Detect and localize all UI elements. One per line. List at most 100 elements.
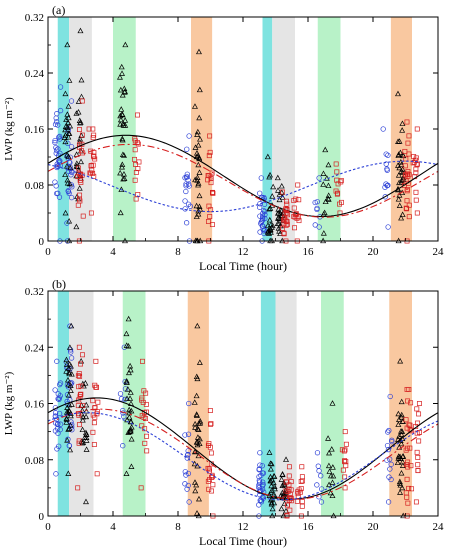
data-point-square [299, 464, 305, 470]
data-point-square [76, 165, 82, 171]
data-point-triangle [65, 392, 72, 398]
data-point-square [416, 411, 422, 417]
y-tick-label: 0.16 [25, 399, 45, 411]
data-point-square [299, 499, 305, 504]
data-point-triangle [122, 117, 129, 123]
data-point-square [77, 373, 83, 379]
data-point-circle [185, 482, 191, 489]
time-band-6 [275, 291, 297, 516]
data-point-square [206, 153, 212, 159]
data-point-triangle [269, 222, 276, 229]
y-tick-label: 0 [39, 511, 45, 523]
data-point-triangle [65, 119, 71, 126]
data-point-circle [256, 482, 262, 488]
data-point-triangle [326, 468, 333, 474]
y-tick-label: 0.08 [25, 180, 45, 192]
point-cluster-10 [182, 400, 192, 505]
data-point-square [282, 217, 288, 223]
data-point-triangle [329, 464, 336, 470]
data-point-triangle [64, 180, 71, 186]
data-point-triangle [195, 210, 202, 217]
data-point-triangle [79, 426, 86, 433]
data-point-circle [66, 159, 72, 165]
data-point-triangle [66, 408, 73, 414]
data-point-square [405, 398, 411, 404]
data-point-square [406, 151, 412, 157]
data-point-triangle [121, 88, 128, 94]
data-point-triangle [268, 495, 275, 502]
data-point-square [75, 373, 81, 379]
data-point-square [413, 166, 419, 172]
data-point-triangle [126, 406, 133, 413]
data-point-triangle [83, 413, 90, 420]
data-point-square [139, 423, 145, 429]
data-point-circle [312, 222, 318, 228]
data-point-triangle [193, 392, 200, 399]
data-point-triangle [395, 138, 402, 144]
data-point-triangle [327, 472, 334, 479]
data-point-circle [54, 119, 60, 125]
data-point-triangle [128, 424, 135, 430]
data-point-triangle [195, 180, 202, 186]
data-point-square [79, 98, 85, 104]
chart-panel-1: 0 4 8 12 16 20 24 0 0.08 0.16 0.24 0.32 (a) Local Tim… [3, 3, 444, 273]
x-axis-label: Local Time (hour) [199, 259, 287, 273]
x-tick-label: 24 [433, 521, 445, 533]
data-point-triangle [399, 462, 406, 468]
data-point-square [207, 468, 212, 474]
point-cluster-13 [264, 153, 277, 244]
data-point-square [405, 140, 411, 146]
data-point-square [80, 213, 86, 219]
data-point-triangle [267, 465, 274, 472]
data-point-circle [186, 499, 192, 505]
data-point-triangle [268, 460, 275, 467]
x-tick-label: 12 [238, 521, 249, 533]
data-point-circle [184, 146, 190, 152]
data-point-circle [184, 171, 190, 177]
point-cluster-18 [314, 450, 325, 505]
data-point-square [287, 507, 293, 513]
data-point-square [414, 449, 420, 455]
data-point-square [413, 157, 418, 163]
data-point-square [143, 401, 149, 407]
data-point-square [296, 197, 302, 203]
data-point-triangle [395, 172, 402, 178]
data-point-triangle [65, 409, 72, 416]
data-point-triangle [123, 470, 130, 476]
data-point-circle [186, 400, 192, 407]
data-point-square [208, 450, 214, 456]
data-point-triangle [82, 429, 89, 436]
data-point-square [86, 126, 92, 132]
data-point-square [403, 447, 409, 453]
data-point-circle [318, 473, 324, 479]
data-point-triangle [193, 481, 200, 488]
data-point-triangle [65, 381, 72, 387]
data-point-triangle [283, 456, 290, 462]
data-point-triangle [274, 174, 281, 181]
data-point-triangle [127, 366, 134, 373]
data-point-triangle [118, 63, 125, 70]
data-point-triangle [77, 27, 84, 34]
x-axis-label: Local Time (hour) [199, 534, 287, 548]
data-point-square [413, 197, 419, 203]
data-point-square [205, 465, 211, 471]
data-point-triangle [67, 382, 74, 389]
data-point-square [338, 179, 344, 185]
data-point-circle [57, 107, 64, 114]
data-point-triangle [76, 185, 83, 191]
data-point-triangle [66, 77, 73, 83]
data-point-circle [53, 183, 59, 189]
data-point-circle [314, 482, 320, 488]
data-point-square [334, 169, 340, 175]
data-point-square [405, 459, 411, 465]
data-point-square [415, 462, 421, 468]
data-point-triangle [63, 415, 70, 421]
data-point-circle [122, 396, 128, 403]
data-point-triangle [62, 171, 69, 178]
data-point-triangle [67, 122, 74, 129]
data-point-circle [257, 213, 263, 219]
data-point-triangle [398, 398, 405, 405]
data-point-circle [385, 152, 391, 158]
data-point-circle [316, 224, 322, 230]
